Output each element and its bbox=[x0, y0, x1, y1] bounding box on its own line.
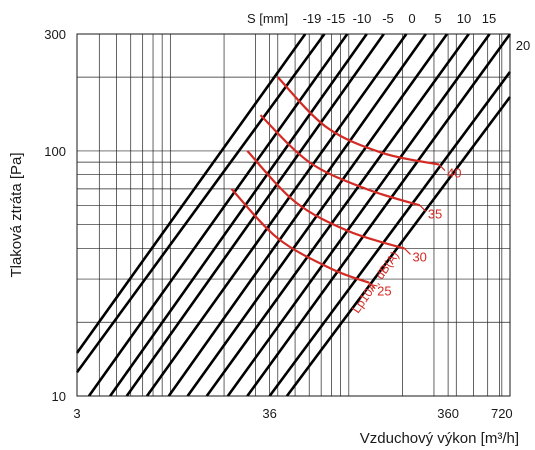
s-tick-label: -15 bbox=[327, 11, 346, 26]
grid bbox=[77, 34, 510, 396]
y-tick-label: 10 bbox=[52, 389, 66, 404]
noise-curve-leader bbox=[438, 164, 446, 171]
labels: 25 30 35 40 3 36 360 720 300 100 10 -19 -15 -10 -5 0 5 10… bbox=[44, 11, 530, 421]
noise-curve-label: 30 bbox=[412, 249, 426, 264]
s-line bbox=[205, 33, 470, 397]
noise-curves bbox=[230, 76, 446, 290]
s-tick-label: -19 bbox=[303, 11, 322, 26]
x-tick-label: 36 bbox=[262, 406, 276, 421]
noise-curve bbox=[246, 150, 405, 250]
y-axis-title: Tlaková ztráta [Pa] bbox=[8, 152, 25, 277]
noise-axis-label: Lp10A, dB(A) bbox=[349, 249, 402, 316]
noise-curve-label: 25 bbox=[377, 284, 391, 299]
s-line bbox=[226, 33, 491, 397]
noise-curve bbox=[277, 76, 440, 166]
noise-curve-leader bbox=[419, 204, 427, 212]
s-tick-label: 0 bbox=[408, 11, 415, 26]
s-tick-label: 20 bbox=[516, 38, 530, 53]
noise-curve bbox=[230, 188, 370, 284]
s-tick-label: 5 bbox=[434, 11, 441, 26]
y-tick-label: 100 bbox=[44, 144, 66, 159]
s-line bbox=[87, 33, 349, 397]
s-tick-label: -10 bbox=[353, 11, 372, 26]
noise-curve-leader bbox=[368, 282, 376, 290]
s-line bbox=[246, 33, 512, 397]
s-lines bbox=[75, 33, 512, 397]
x-tick-label: 360 bbox=[437, 406, 459, 421]
s-tick-label: 15 bbox=[482, 11, 496, 26]
noise-curve bbox=[259, 114, 421, 207]
noise-curve-label: 40 bbox=[447, 166, 461, 181]
x-tick-label: 720 bbox=[491, 406, 513, 421]
s-line bbox=[109, 33, 368, 397]
noise-curve-leader bbox=[404, 248, 411, 255]
noise-curve-label: 35 bbox=[428, 206, 442, 221]
s-tick-label: 10 bbox=[457, 11, 471, 26]
y-tick-label: 300 bbox=[44, 27, 66, 42]
s-line bbox=[75, 33, 326, 374]
x-tick-label: 3 bbox=[73, 406, 80, 421]
s-tick-label: -5 bbox=[382, 11, 394, 26]
s-line bbox=[186, 33, 449, 397]
s-line bbox=[268, 71, 512, 397]
x-axis-title: Vzduchový výkon [m³/h] bbox=[360, 430, 519, 447]
s-line bbox=[145, 33, 408, 397]
s-line bbox=[75, 33, 307, 354]
s-axis-label: S [mm] bbox=[247, 11, 288, 26]
plot-frame bbox=[76, 33, 511, 397]
s-line bbox=[167, 33, 427, 397]
